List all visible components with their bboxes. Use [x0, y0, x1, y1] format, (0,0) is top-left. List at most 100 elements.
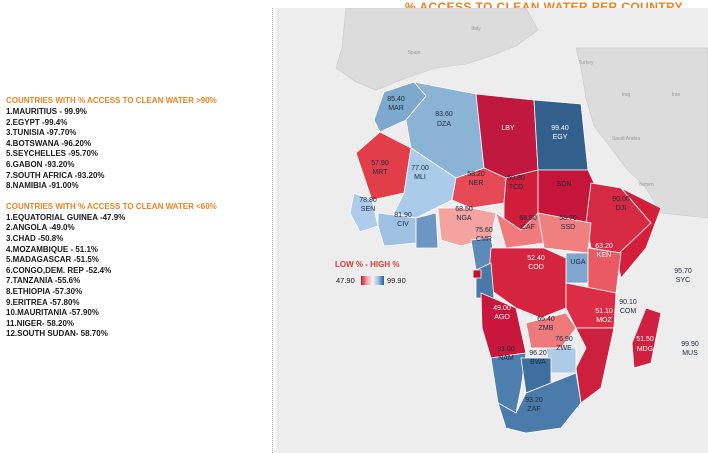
country-senegal[interactable] [349, 192, 379, 233]
country-namibia[interactable] [490, 352, 527, 414]
low-access-item: 7.TANZANIA -55.6% [6, 276, 81, 286]
label-ner-code: NER [469, 180, 484, 187]
label-mli-value: 77.00 [411, 165, 429, 172]
label-mar-code: MAR [388, 105, 404, 112]
label-sen-code: SEN [361, 206, 375, 213]
low-access-item: 12.SOUTH SUDAN- 58.70% [6, 329, 108, 339]
low-access-item: 4.MOZAMBIQUE - 51.1% [6, 244, 99, 254]
label-zwe-value: 76.90 [555, 336, 573, 343]
label-cmr-code: CMR [476, 236, 492, 243]
label-ssd-value: 58.70 [559, 215, 577, 222]
label-civ-code: CIV [397, 221, 409, 228]
country-uganda-rwanda[interactable] [565, 252, 589, 284]
low-access-item: 6.CONGO,DEM. REP -52.4% [6, 265, 112, 275]
label-com-value: 90.10 [619, 299, 637, 306]
label-lby-code: LBY [501, 125, 515, 132]
low-access-item: 10.MAURITANIA -57.90% [6, 308, 99, 318]
label-nga-code: NGA [456, 215, 472, 222]
geo-label-saudi-arabia: Saudi Arabia [612, 136, 641, 142]
label-mdg-value: 51.50 [636, 336, 654, 343]
label-mli-code: MLI [414, 174, 426, 181]
high-access-heading: COUNTRIES WITH % ACCESS TO CLEAN WATER >… [6, 96, 217, 105]
label-ago-value: 49.00 [493, 305, 511, 312]
low-access-item: 8.ETHIOPIA -57.30% [6, 286, 83, 296]
label-caf-code: CAF [521, 224, 535, 231]
label-bwa-code: BWA [530, 359, 546, 366]
country-libya[interactable] [475, 93, 539, 179]
low-access-item: 11.NIGER- 58.20% [6, 318, 75, 328]
country-burkina-ghana[interactable] [415, 212, 439, 249]
low-access-heading: COUNTRIES WITH % ACCESS TO CLEAN WATER <… [6, 201, 217, 211]
geo-label-yemen: Yemen [638, 182, 654, 188]
europe-landmass [335, 8, 539, 91]
label-nga-value: 68.50 [455, 206, 473, 213]
label-egy-code: EGY [553, 134, 568, 141]
country-equatorial-guinea[interactable] [472, 269, 482, 279]
label-mus-code: MUS [682, 350, 698, 357]
label-dji-value: 90.00 [612, 196, 630, 203]
label-ken-code: KEN [597, 252, 611, 259]
label-cod-value: 52.40 [527, 255, 545, 262]
label-mrt-value: 57.90 [371, 160, 389, 167]
middle-east-landmass [575, 47, 708, 219]
high-access-item: 3.TUNISIA -97.70% [6, 128, 77, 138]
label-dji-code: DJI [616, 205, 627, 212]
label-sen-value: 78.80 [359, 197, 377, 204]
label-cod-code: COD [528, 264, 544, 271]
country-madagascar[interactable] [631, 307, 662, 369]
label-uga-code: UGA [570, 259, 586, 266]
label-moz-code: MOZ [596, 317, 612, 324]
label-syc-value: 95.70 [674, 268, 692, 275]
label-com-code: COM [620, 308, 637, 315]
high-access-list: 1.MAURITIUS - 99.9% 2.EGYPT -99.4% 3.TUN… [6, 107, 266, 192]
country-mozambique[interactable] [575, 327, 615, 404]
label-mdg-code: MDG [637, 346, 653, 353]
color-scale-min: 47.90 [336, 276, 355, 285]
label-mus-value: 99.90 [681, 341, 699, 348]
label-egy-value: 99.40 [551, 125, 569, 132]
label-mrt-code: MRT [372, 169, 388, 176]
low-access-item: 1.EQUATORIAL GUINEA -47.9% [6, 212, 126, 222]
high-access-item: 7.SOUTH AFRICA -93.20% [6, 170, 105, 180]
label-moz-value: 51.10 [595, 308, 613, 315]
choropleth-map[interactable]: Italy Spain Turkey Iraq Iran Saudi Arabi… [276, 8, 708, 453]
summary-panel: COUNTRIES WITH % ACCESS TO CLEAN WATER >… [6, 96, 266, 350]
low-access-item: 3.CHAD -50.8% [6, 233, 64, 243]
country-somalia[interactable] [615, 187, 662, 279]
label-ago-code: AGO [494, 314, 510, 321]
panel-divider [272, 8, 273, 453]
label-tcd-value: 50.80 [507, 175, 525, 182]
geo-label-iran: Iran [672, 92, 681, 98]
low-access-list: 1.EQUATORIAL GUINEA -47.9% 2.ANGOLA -49.… [6, 213, 266, 340]
high-access-item: 4.BOTSWANA -96.20% [6, 138, 92, 148]
label-dza-code: DZA [437, 121, 451, 128]
country-labels: 85.40 MAR 83.60 DZA LBY 99.40 EGY 57.90 … [359, 96, 699, 413]
color-scale-title: LOW % - HIGH % [335, 260, 400, 269]
label-caf-value: 68.50 [519, 215, 537, 222]
country-south-africa[interactable] [497, 372, 582, 434]
country-zambia[interactable] [525, 312, 577, 349]
label-ssd-code: SSD [561, 224, 575, 231]
high-access-item: 2.EGYPT -99.4% [6, 117, 68, 127]
label-nam-value: 91.00 [497, 346, 515, 353]
label-nam-code: NAM [498, 355, 514, 362]
label-syc-code: SYC [676, 277, 690, 284]
label-zwe-code: ZWE [556, 345, 572, 352]
high-access-item: 1.MAURITIUS - 99.9% [6, 107, 87, 116]
label-sdn-code: SDN [557, 181, 572, 188]
low-access-item: 2.ANGOLA -49.0% [6, 223, 75, 233]
label-ken-value: 63.20 [595, 243, 613, 250]
label-civ-value: 81.90 [394, 212, 412, 219]
label-cmr-value: 75.60 [475, 227, 493, 234]
label-dza-value: 83.60 [435, 111, 453, 118]
high-access-item: 8.NAMIBIA -91.00% [6, 181, 79, 191]
country-ivory-coast[interactable] [377, 212, 417, 247]
color-scale-gradient [361, 276, 384, 285]
low-access-item: 5.MADAGASCAR -51.5% [6, 255, 99, 265]
label-zmb-code: ZMB [539, 325, 554, 332]
geo-label-turkey: Turkey [578, 60, 594, 66]
high-access-item: 6.GABON -93.20% [6, 159, 75, 169]
label-mar-value: 85.40 [387, 96, 405, 103]
label-bwa-value: 96.20 [529, 350, 547, 357]
label-zmb-value: 65.40 [537, 316, 555, 323]
